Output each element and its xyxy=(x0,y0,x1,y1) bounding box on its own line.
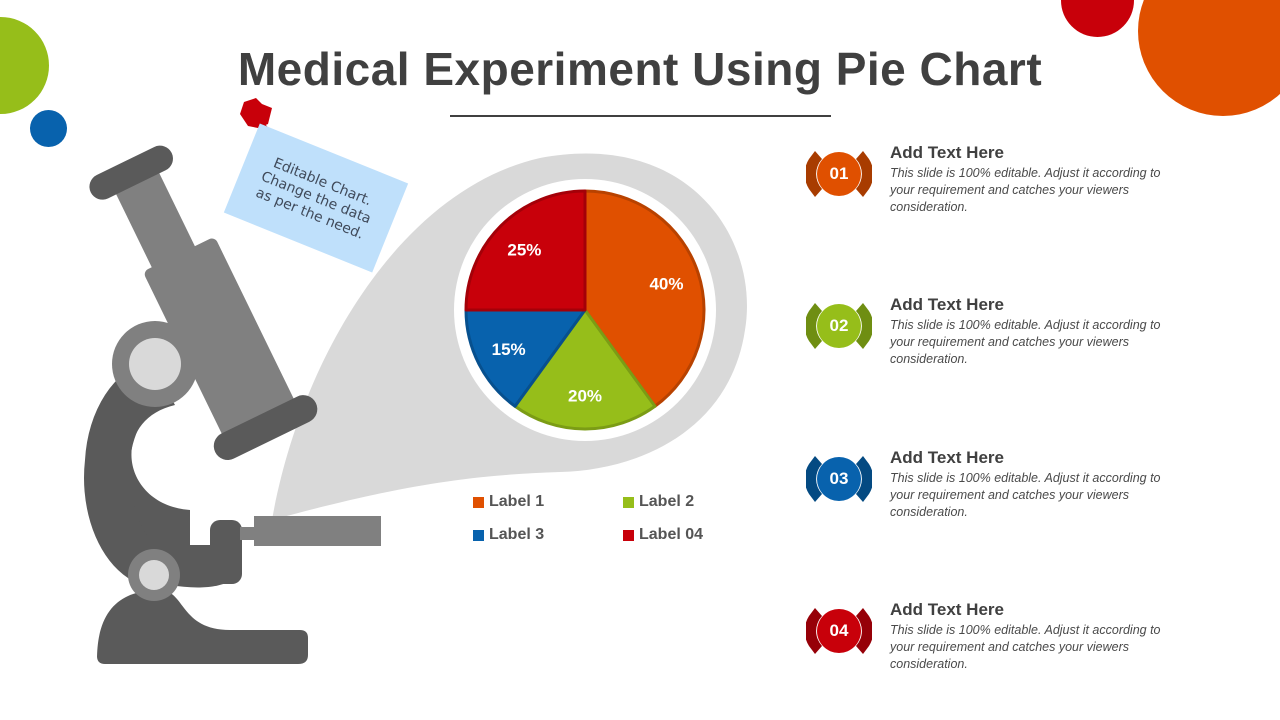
badge-right-bracket xyxy=(856,151,872,197)
legend-label: Label 2 xyxy=(639,493,695,510)
legend-label: Label 04 xyxy=(639,526,704,543)
item-description: This slide is 100% editable. Adjust it a… xyxy=(890,623,1161,671)
badge-circle xyxy=(817,152,861,196)
legend-item-4: Label 04 xyxy=(623,526,703,544)
badge-circle xyxy=(817,609,861,653)
number-badge xyxy=(806,456,872,502)
badge-number: 03 xyxy=(829,469,849,488)
title-underline xyxy=(450,115,831,117)
legend-item-2: Label 2 xyxy=(623,493,694,511)
info-item-2: 02 Add Text Here This slide is 100% edit… xyxy=(806,295,1226,375)
item-title: Add Text Here xyxy=(890,143,1004,162)
legend-swatch xyxy=(473,496,484,508)
item-title: Add Text Here xyxy=(890,448,1004,467)
legend-swatch xyxy=(623,529,634,541)
badge-number: 01 xyxy=(829,164,849,183)
number-badge xyxy=(806,608,872,654)
number-badge xyxy=(806,151,872,197)
pie-slice-4 xyxy=(464,189,587,312)
badge-number: 02 xyxy=(829,316,849,335)
badge-left-bracket xyxy=(806,303,822,349)
badge-number: 04 xyxy=(829,621,849,640)
microscope-icon xyxy=(84,145,381,664)
page-title: Medical Experiment Using Pie Chart xyxy=(237,43,1043,95)
info-item-3: 03 Add Text Here This slide is 100% edit… xyxy=(806,448,1226,528)
legend-swatch xyxy=(623,496,634,508)
legend-swatch xyxy=(473,529,484,541)
pie-data-label-2: 20% xyxy=(568,387,602,406)
item-title: Add Text Here xyxy=(890,600,1004,619)
info-item-4: 04 Add Text Here This slide is 100% edit… xyxy=(806,600,1226,680)
badge-left-bracket xyxy=(806,456,822,502)
badge-left-bracket xyxy=(806,608,822,654)
badge-circle xyxy=(817,457,861,501)
badge-left-bracket xyxy=(806,151,822,197)
info-item-1: 01 Add Text Here This slide is 100% edit… xyxy=(806,143,1226,223)
item-description: This slide is 100% editable. Adjust it a… xyxy=(890,166,1161,214)
sticky-note-text: Editable Chart. Change the data as per t… xyxy=(253,154,374,243)
pie-slice-2 xyxy=(513,308,657,431)
legend-item-1: Label 1 xyxy=(473,493,544,511)
item-description: This slide is 100% editable. Adjust it a… xyxy=(890,318,1161,366)
pie-slice-3 xyxy=(464,308,587,408)
pie-chart: 40% 20% 15% 25% xyxy=(464,189,706,431)
pie-data-label-1: 40% xyxy=(649,275,683,294)
item-description: This slide is 100% editable. Adjust it a… xyxy=(890,471,1161,519)
pie-data-label-3: 15% xyxy=(492,340,526,359)
number-badge xyxy=(806,303,872,349)
item-title: Add Text Here xyxy=(890,295,1004,314)
badge-right-bracket xyxy=(856,456,872,502)
decor-circle-blue xyxy=(30,110,67,147)
badge-circle xyxy=(817,304,861,348)
badge-right-bracket xyxy=(856,303,872,349)
badge-right-bracket xyxy=(856,608,872,654)
legend-item-3: Label 3 xyxy=(473,526,544,544)
pie-slice-1 xyxy=(583,189,706,408)
legend-label: Label 3 xyxy=(489,526,545,543)
legend-label: Label 1 xyxy=(489,493,545,510)
pie-data-label-4: 25% xyxy=(507,240,541,259)
